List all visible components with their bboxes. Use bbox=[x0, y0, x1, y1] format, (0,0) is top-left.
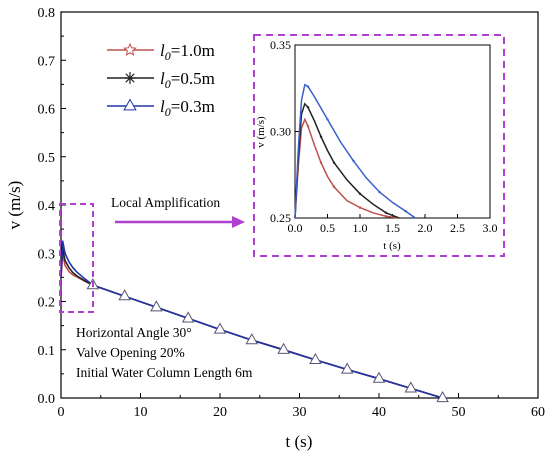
inset-series-marker bbox=[319, 135, 323, 138]
inset-y-tick-label: 0.30 bbox=[270, 125, 291, 139]
y-tick-label: 0.8 bbox=[38, 6, 56, 21]
y-tick-label: 0.0 bbox=[38, 392, 56, 407]
series-marker bbox=[404, 381, 418, 393]
inset-y-tick-label: 0.35 bbox=[270, 38, 291, 52]
y-tick-label: 0.1 bbox=[38, 344, 56, 359]
condition-valve-opening: Valve Opening 20% bbox=[76, 345, 185, 360]
inset-series-marker bbox=[358, 192, 362, 195]
series-marker bbox=[118, 289, 131, 301]
inset-x-tick-label: 1.0 bbox=[353, 221, 368, 235]
legend-label-1: l0=0.5m bbox=[160, 69, 215, 91]
inset-y-tick-label: 0.25 bbox=[270, 211, 291, 225]
legend-label-2: l0=0.3m bbox=[160, 97, 215, 119]
condition-water-column: Initial Water Column Length 6m bbox=[76, 365, 253, 380]
y-tick-label: 0.6 bbox=[38, 103, 56, 118]
y-axis-title: v (m/s) bbox=[5, 181, 24, 230]
y-tick-label: 0.2 bbox=[38, 296, 56, 311]
inset-plot-frame bbox=[294, 44, 491, 219]
inset-series-marker bbox=[384, 215, 388, 218]
x-tick-label: 30 bbox=[293, 405, 307, 420]
series-marker bbox=[277, 342, 290, 354]
inset-x-tick-label: 0.0 bbox=[288, 221, 303, 235]
x-tick-label: 0 bbox=[58, 405, 65, 420]
inset-series-marker bbox=[306, 125, 310, 128]
x-axis-title: t (s) bbox=[286, 432, 313, 451]
inset-ticks bbox=[294, 44, 491, 219]
inset-series-lines bbox=[294, 83, 416, 219]
series-marker bbox=[213, 322, 227, 334]
inset-series-marker bbox=[319, 161, 323, 164]
inset-series-marker bbox=[384, 211, 388, 215]
inset-series-marker bbox=[378, 190, 381, 194]
legend-marker-star bbox=[123, 42, 137, 56]
condition-horizontal-angle: Horizontal Angle 30° bbox=[76, 325, 192, 340]
main-tick-labels: 0 10 20 30 40 50 60 0.0 0.1 0.2 0.3 0.4 0.5 0.6 0.7 0.8 bbox=[38, 6, 546, 420]
legend-label-0: l0=1.0m bbox=[160, 41, 215, 63]
inset-border bbox=[253, 34, 505, 257]
inset-series-line-0 bbox=[294, 117, 400, 219]
series-marker bbox=[181, 311, 195, 323]
inset-series-marker bbox=[306, 85, 310, 88]
y-tick-label: 0.7 bbox=[38, 54, 56, 69]
inset-series-marker bbox=[352, 159, 355, 163]
inset-series-marker bbox=[358, 206, 362, 209]
local-amplification-label: Local Amplification bbox=[111, 195, 220, 210]
inset-tick-labels: 0.0 0.5 1.0 1.5 2.0 2.5 3.0 0.25 0.30 0.35 bbox=[270, 38, 498, 235]
y-tick-label: 0.3 bbox=[38, 247, 56, 262]
inset-series-marker bbox=[326, 118, 329, 121]
amplification-arrow bbox=[115, 216, 245, 228]
main-series-markers bbox=[86, 278, 449, 403]
series-marker bbox=[372, 371, 386, 383]
series-marker bbox=[309, 352, 322, 364]
inset-series-marker bbox=[332, 185, 336, 189]
y-tick-label: 0.5 bbox=[38, 151, 56, 166]
inset-x-tick-label: 2.0 bbox=[418, 221, 433, 235]
legend-marker-asterisk-stroke bbox=[125, 73, 135, 83]
x-tick-label: 40 bbox=[372, 405, 386, 420]
series-marker bbox=[150, 300, 163, 312]
inset-y-axis-title: v (m/s) bbox=[255, 116, 267, 148]
inset-x-axis-title: t (s) bbox=[383, 240, 401, 252]
series-marker bbox=[436, 390, 449, 403]
series-marker bbox=[245, 333, 259, 345]
legend-marker-asterisk bbox=[124, 72, 136, 84]
legend: l0=1.0m l0=0.5m l0=0.3m bbox=[107, 41, 215, 119]
x-tick-label: 60 bbox=[531, 405, 545, 420]
inset-series-marker bbox=[306, 106, 310, 109]
legend-marker-triangle bbox=[123, 98, 137, 111]
inset-x-tick-label: 3.0 bbox=[483, 221, 498, 235]
x-tick-label: 20 bbox=[213, 405, 227, 420]
inset-series-line-1 bbox=[294, 102, 400, 219]
x-tick-label: 10 bbox=[134, 405, 148, 420]
series-marker bbox=[340, 362, 354, 374]
x-tick-label: 50 bbox=[452, 405, 466, 420]
y-tick-label: 0.4 bbox=[38, 199, 56, 214]
inset-series-marker bbox=[404, 209, 407, 213]
inset-x-tick-label: 2.5 bbox=[450, 221, 465, 235]
inset-x-tick-label: 0.5 bbox=[320, 221, 335, 235]
inset-x-tick-label: 1.5 bbox=[385, 221, 400, 235]
inset-series-line-2 bbox=[294, 83, 416, 219]
inset-series-marker bbox=[332, 161, 336, 164]
